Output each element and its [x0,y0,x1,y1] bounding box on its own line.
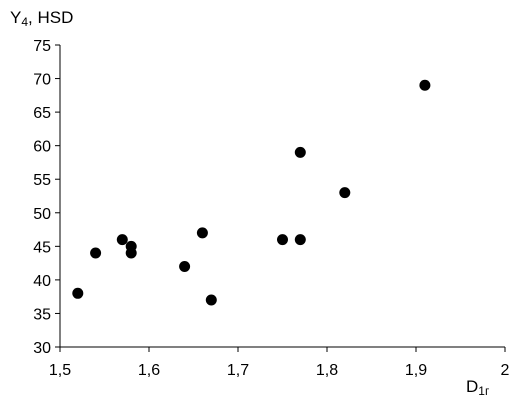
x-tick-label: 1,8 [316,362,338,379]
x-tick-label: 1,9 [405,362,427,379]
y-tick-label: 50 [33,206,51,223]
y-tick-label: 45 [33,239,51,256]
y-axis: 30 35 40 45 50 55 60 65 70 75 [33,38,61,357]
y-axis-title: Y4, HSD [10,8,73,29]
x-axis: 1,5 1,6 1,7 1,8 1,9 2 [49,346,510,379]
y-axis-title-main: Y [10,8,21,27]
y-tick-label: 60 [33,139,51,156]
data-point [277,234,288,246]
x-tick-label: 1,5 [49,362,71,379]
data-point [294,234,306,246]
data-point [205,294,217,306]
y-tick-label: 55 [33,172,51,189]
data-point [339,187,351,199]
y-tick-label: 65 [33,105,51,122]
data-point [179,260,191,272]
data-point [125,247,137,259]
y-axis-title-unit: , HSD [28,8,73,27]
y-axis-title-sub: 4 [21,15,28,29]
data-points [72,79,431,306]
data-point [72,287,84,299]
data-point [116,234,128,246]
y-tick-label: 40 [33,273,51,290]
x-axis-title: D1г [466,377,490,398]
y-tick-label: 35 [33,306,51,323]
y-tick-label: 30 [33,340,51,357]
x-tick-label: 1,7 [227,362,249,379]
data-point [419,79,431,91]
data-point [196,227,208,239]
x-tick-label: 1,6 [138,362,160,379]
y-tick-label: 75 [33,38,51,55]
x-axis-title-main: D [466,377,478,396]
data-point [90,247,102,259]
y-tick-label: 70 [33,72,51,89]
x-tick-label: 2 [501,362,510,379]
x-axis-title-sub: 1г [478,384,490,398]
data-point [294,146,306,158]
